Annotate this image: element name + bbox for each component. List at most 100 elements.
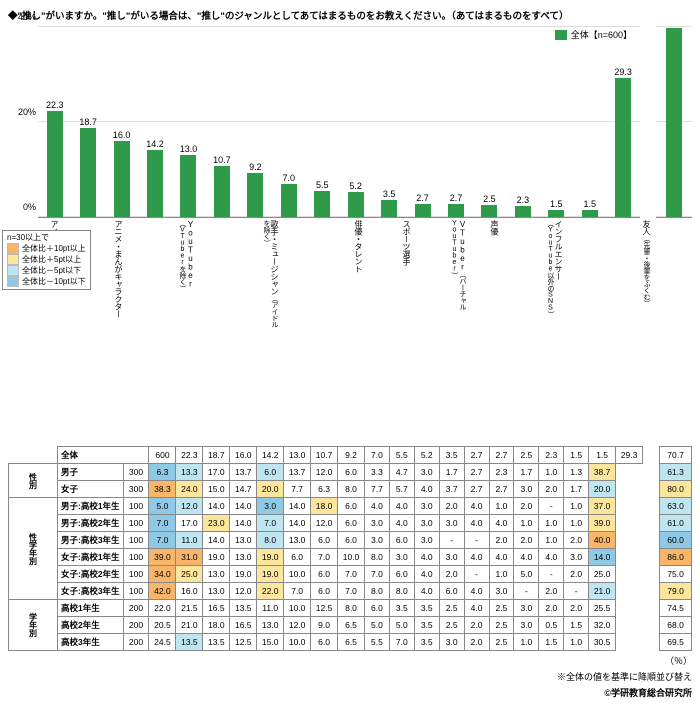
data-cell: 6.0 [311, 583, 338, 600]
row-header: 全体 [58, 447, 149, 464]
bar-value: 29.3 [614, 67, 632, 77]
data-cell: 13.0 [230, 549, 257, 566]
criteria-swatch [7, 276, 19, 287]
data-cell: 13.0 [257, 617, 284, 634]
data-cell: 29.3 [616, 447, 643, 464]
data-cell: 2.0 [464, 617, 489, 634]
data-cell: 7.0 [389, 634, 414, 651]
side-cell: 80.0 [660, 481, 692, 498]
data-cell: 2.5 [489, 617, 514, 634]
data-cell: 2.7 [464, 447, 489, 464]
data-cell: 2.7 [464, 481, 489, 498]
group-header: 学年別 [9, 600, 58, 651]
data-cell: 14.0 [284, 515, 311, 532]
data-cell: 2.0 [564, 600, 589, 617]
data-cell: 1.5 [564, 617, 589, 634]
data-cell: 18.0 [203, 617, 230, 634]
data-cell: 4.0 [464, 498, 489, 515]
data-cell: 13.5 [203, 634, 230, 651]
data-cell: 7.0 [364, 447, 389, 464]
data-cell: 13.0 [284, 447, 311, 464]
data-cell: 6.0 [389, 566, 414, 583]
data-cell: 13.0 [284, 532, 311, 549]
data-cell: 10.0 [284, 566, 311, 583]
data-cell: 3.5 [414, 617, 439, 634]
data-cell: 8.0 [338, 600, 365, 617]
highlight-legend: n=30以上で全体比＋10pt以上全体比＋5pt以上全体比－5pt以下全体比－1… [2, 230, 91, 290]
data-cell: 3.0 [514, 617, 539, 634]
data-cell: 1.5 [564, 447, 589, 464]
x-label: スポーツ選手 [402, 220, 410, 330]
bar-value: 22.3 [46, 100, 64, 110]
data-cell: 12.0 [284, 617, 311, 634]
data-cell: 4.0 [464, 583, 489, 600]
bar-col: 1.5 [573, 27, 606, 217]
data-table: 全体60022.318.716.014.213.010.79.27.05.55.… [8, 446, 643, 651]
data-cell: 12.5 [230, 634, 257, 651]
unit-label: （％） [665, 654, 692, 667]
y-tick: 40% [8, 12, 36, 22]
data-cell: 7.0 [338, 583, 365, 600]
x-label: 歌手・ミュージシャン（アイドルを除く） [262, 220, 278, 330]
data-cell: 2.0 [539, 583, 564, 600]
bar-value: 3.5 [383, 189, 396, 199]
data-cell: 2.0 [539, 481, 564, 498]
row-header: 女子:高校2年生 [58, 566, 124, 583]
data-cell: 1.7 [439, 464, 464, 481]
data-cell: 2.0 [514, 532, 539, 549]
data-cell: 3.5 [389, 600, 414, 617]
data-cell: 5.5 [364, 634, 389, 651]
n-cell: 100 [123, 566, 149, 583]
data-cell: 14.0 [589, 549, 616, 566]
bar-value: 2.5 [483, 194, 496, 204]
data-cell: 1.3 [564, 464, 589, 481]
criteria-swatch [7, 254, 19, 265]
bar-value: 7.0 [283, 173, 296, 183]
data-cell: 11.0 [176, 532, 203, 549]
data-cell: 40.0 [589, 532, 616, 549]
data-cell: 20.0 [257, 481, 284, 498]
bar-col: 2.5 [473, 27, 506, 217]
bar [147, 150, 163, 217]
bar-value: 2.7 [416, 193, 429, 203]
bar-value: 5.2 [349, 181, 362, 191]
data-cell: 18.7 [203, 447, 230, 464]
data-cell: 14.0 [203, 498, 230, 515]
data-cell: 4.0 [389, 515, 414, 532]
data-cell: 39.0 [589, 515, 616, 532]
row-header: 女子:高校1年生 [58, 549, 124, 566]
data-cell: 3.0 [364, 532, 389, 549]
data-cell: 24.0 [176, 481, 203, 498]
data-cell: 2.0 [439, 566, 464, 583]
data-cell: 21.0 [589, 583, 616, 600]
data-cell: 12.5 [311, 600, 338, 617]
bar-col: 14.2 [138, 27, 171, 217]
n-cell: 300 [123, 464, 149, 481]
n-cell: 300 [123, 481, 149, 498]
data-cell: 14.0 [203, 532, 230, 549]
bar-col: 16.0 [105, 27, 138, 217]
data-cell: 2.5 [439, 600, 464, 617]
data-cell: 2.5 [489, 634, 514, 651]
data-cell: 12.0 [311, 515, 338, 532]
bar-value: 5.5 [316, 180, 329, 190]
data-cell: 7.0 [149, 515, 176, 532]
bar [281, 184, 297, 217]
data-cell: - [439, 532, 464, 549]
data-cell: 4.0 [414, 549, 439, 566]
data-cell: 3.0 [489, 583, 514, 600]
data-cell: - [539, 498, 564, 515]
side-cell: 74.5 [660, 600, 692, 617]
data-cell: 6.5 [338, 617, 365, 634]
data-cell: 31.0 [176, 549, 203, 566]
criteria-label: 全体比＋10pt以上 [22, 244, 86, 254]
n-cell: 200 [123, 617, 149, 634]
y-tick: 0% [8, 202, 36, 212]
data-cell: 4.0 [414, 566, 439, 583]
bar-col: 2.7 [439, 27, 472, 217]
bar-col: 1.5 [540, 27, 573, 217]
row-header: 男子:高校2年生 [58, 515, 124, 532]
data-cell: 15.0 [203, 481, 230, 498]
page-title: ◆"推し"がいますか。"推し"がいる場合は、"推し"のジャンルとしてあてはまるも… [8, 8, 692, 22]
x-label: アニメ・まんがキャラクター [114, 220, 122, 330]
